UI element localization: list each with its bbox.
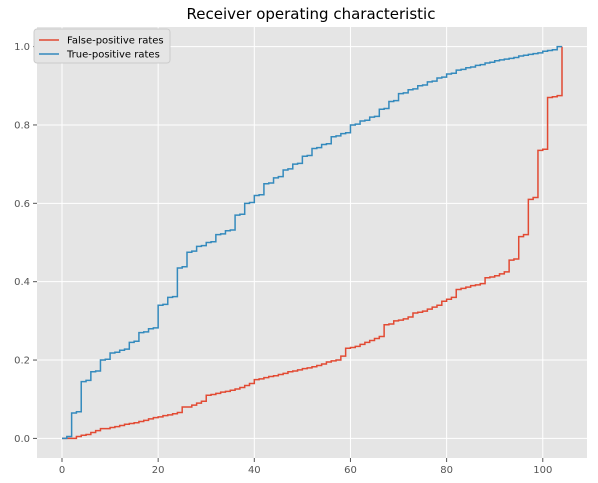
x-tick-label: 80 [440, 465, 453, 476]
legend-label: False-positive rates [67, 36, 164, 47]
y-tick-label: 0.6 [14, 199, 30, 210]
y-axis: 0.0 0.2 0.4 0.6 0.8 1.0 [14, 42, 37, 445]
x-tick-label: 60 [344, 465, 357, 476]
x-axis: 0 20 40 60 80 100 [59, 458, 552, 476]
x-tick-label: 0 [59, 465, 65, 476]
x-tick-label: 20 [152, 465, 165, 476]
x-tick-label: 100 [533, 465, 552, 476]
x-tick-label: 40 [248, 465, 261, 476]
y-tick-label: 0.2 [14, 356, 30, 367]
series-lines [62, 45, 563, 440]
legend-label: True-positive rates [66, 50, 160, 61]
y-tick-label: 0.8 [14, 120, 30, 131]
plot-area [37, 27, 587, 458]
y-tick-label: 0.0 [14, 434, 30, 445]
y-tick-label: 1.0 [14, 42, 30, 53]
series-line-1 [62, 45, 562, 440]
chart-title: Receiver operating characteristic [187, 5, 436, 23]
series-line-0 [62, 46, 563, 440]
y-tick-label: 0.4 [14, 277, 30, 288]
legend-box [33, 28, 171, 64]
legend: False-positive rates True-positive rates [33, 28, 171, 64]
